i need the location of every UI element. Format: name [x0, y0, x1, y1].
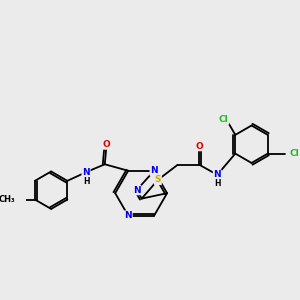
Text: Cl: Cl — [219, 115, 229, 124]
Text: Cl: Cl — [289, 149, 299, 158]
Text: CH₃: CH₃ — [0, 195, 15, 204]
Text: N: N — [124, 211, 132, 220]
Text: S: S — [155, 176, 161, 184]
Text: O: O — [195, 142, 203, 151]
Text: O: O — [103, 140, 110, 149]
Text: N: N — [214, 170, 221, 179]
Text: N: N — [82, 168, 90, 177]
Text: H: H — [214, 179, 220, 188]
Text: H: H — [83, 177, 89, 186]
Text: N: N — [150, 166, 158, 175]
Text: N: N — [133, 185, 141, 194]
